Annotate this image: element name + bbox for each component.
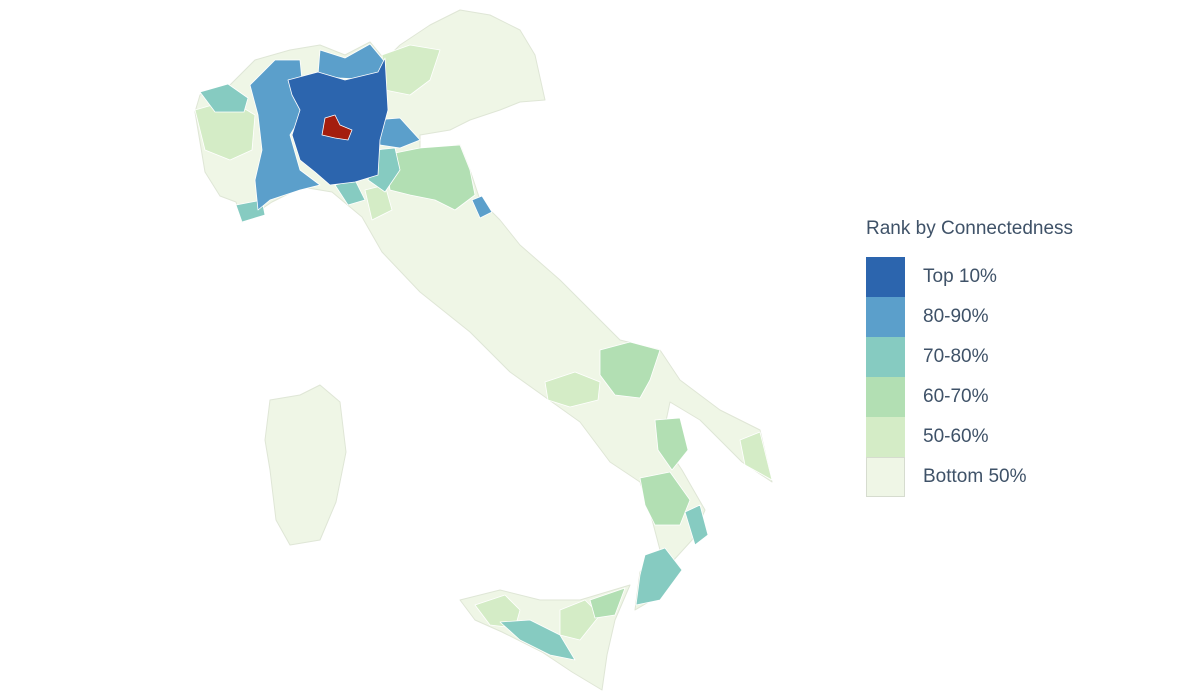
legend-item-60-70: 60-70% bbox=[866, 377, 1073, 417]
legend-label: 80-90% bbox=[923, 306, 989, 327]
region-highlighted[interactable] bbox=[321, 114, 353, 141]
region-basilicata[interactable] bbox=[654, 417, 689, 471]
region-sicily-south[interactable] bbox=[499, 619, 576, 661]
legend-item-50-60: 50-60% bbox=[866, 417, 1073, 457]
region-puglia-north[interactable] bbox=[599, 341, 661, 399]
region-sicily-west[interactable] bbox=[474, 594, 521, 629]
legend-swatch bbox=[866, 337, 905, 377]
legend-swatch bbox=[866, 257, 905, 297]
legend-title: Rank by Connectedness bbox=[866, 218, 1074, 239]
region-sicily-east[interactable] bbox=[559, 599, 601, 641]
legend-label: 50-60% bbox=[923, 426, 989, 447]
legend-item-bottom-50: Bottom 50% bbox=[866, 457, 1073, 497]
region-aosta[interactable] bbox=[199, 83, 249, 113]
legend-item-top-10: Top 10% bbox=[866, 257, 1073, 297]
region-emilia[interactable] bbox=[384, 144, 476, 211]
region-crotone[interactable] bbox=[684, 504, 709, 546]
legend-swatch bbox=[866, 297, 905, 337]
legend-label: Top 10% bbox=[923, 266, 997, 287]
region-calabria-south[interactable] bbox=[635, 547, 683, 606]
legend-swatch bbox=[866, 457, 905, 497]
region-calabria-north[interactable] bbox=[639, 471, 691, 526]
region-campania[interactable] bbox=[544, 371, 601, 408]
legend-label: Bottom 50% bbox=[923, 466, 1027, 487]
legend-label: 70-80% bbox=[923, 346, 989, 367]
legend-label: 60-70% bbox=[923, 386, 989, 407]
legend-swatch bbox=[866, 417, 905, 457]
legend-swatch bbox=[866, 377, 905, 417]
legend-item-70-80: 70-80% bbox=[866, 337, 1073, 377]
region-salento[interactable] bbox=[739, 431, 773, 481]
region-sardinia[interactable] bbox=[264, 384, 347, 546]
region-marche[interactable] bbox=[471, 195, 493, 219]
legend-item-80-90: 80-90% bbox=[866, 297, 1073, 337]
legend: Rank by Connectedness Top 10% 80-90% 70-… bbox=[866, 218, 1073, 497]
region-sicily-north[interactable] bbox=[589, 587, 626, 619]
